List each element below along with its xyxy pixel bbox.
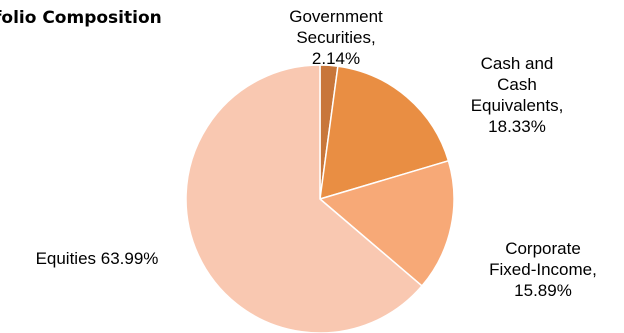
slice-label-government-securities: Government Securities, 2.14% — [289, 7, 383, 68]
pie-slice-cash-and-cash-equivalents — [319, 65, 450, 201]
slice-label-equities: Equities 63.99% — [35, 249, 159, 268]
slice-label-corporate-fixed-income: Corporate Fixed-Income, 15.89% — [489, 239, 597, 300]
chart-title: folio Composition — [0, 8, 162, 28]
pie-slice-equities — [185, 64, 424, 333]
pie-slice-corporate-fixed-income — [318, 159, 455, 287]
slice-label-cash-and-cash-equivalents: Cash and Cash Equivalents, 18.33% — [470, 54, 564, 136]
